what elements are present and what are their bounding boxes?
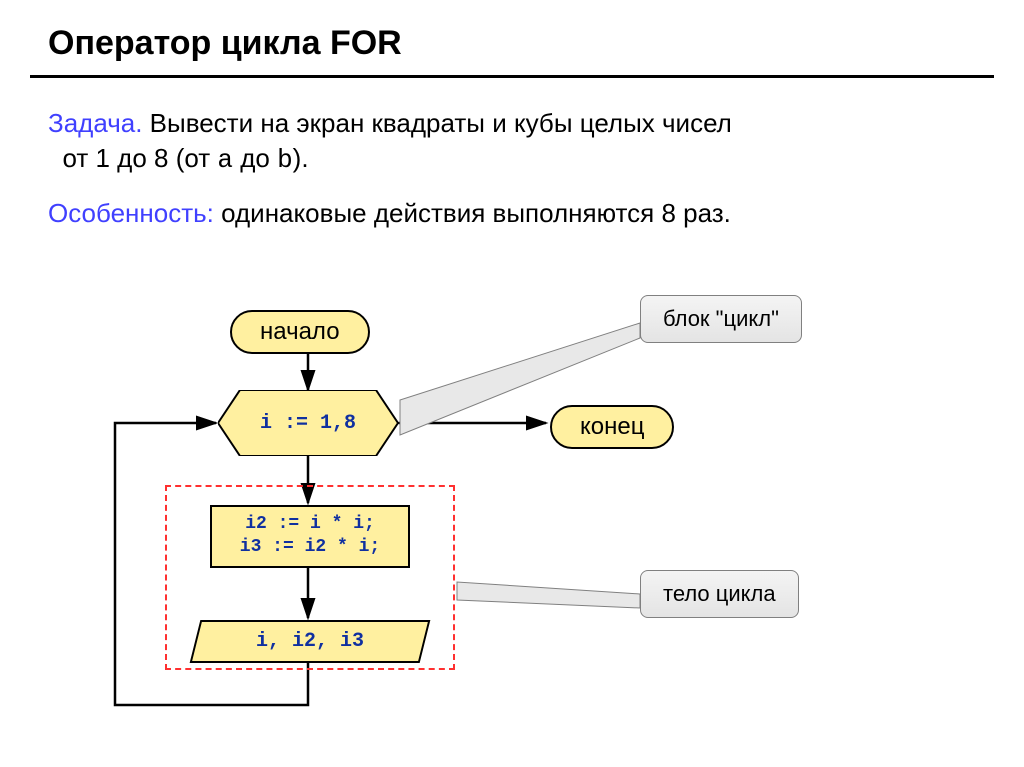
flow-process: i2 := i * i; i3 := i2 * i; bbox=[210, 505, 410, 568]
flow-end: конец bbox=[550, 405, 674, 449]
flow-loop-hex: i := 1,8 bbox=[218, 390, 398, 456]
page-title: Оператор цикла FOR bbox=[0, 0, 1024, 75]
feature-text: одинаковые действия выполняются 8 раз. bbox=[214, 198, 731, 228]
flow-start: начало bbox=[230, 310, 370, 354]
proc-line-1: i2 := i * i; bbox=[245, 514, 375, 534]
task-text-1: Вывести на экран квадраты и кубы целых ч… bbox=[142, 108, 731, 138]
flowchart: начало i := 1,8 конец i2 := i * i; i3 :=… bbox=[0, 260, 1024, 760]
callout-cycle-block: блок "цикл" bbox=[640, 295, 802, 343]
task-text-mid: до bbox=[233, 143, 277, 173]
task-code-a: a bbox=[217, 145, 233, 175]
flow-loop-label: i := 1,8 bbox=[218, 390, 398, 456]
proc-line-2: i3 := i2 * i; bbox=[240, 537, 380, 557]
connectors bbox=[0, 260, 1024, 760]
task-code-b: b bbox=[277, 145, 293, 175]
task-text-2a: от 1 до 8 (от bbox=[62, 143, 217, 173]
task-paragraph: Задача. Вывести на экран квадраты и кубы… bbox=[0, 78, 1024, 178]
feature-paragraph: Особенность: одинаковые действия выполня… bbox=[0, 178, 1024, 231]
task-text-2b: ). bbox=[293, 143, 309, 173]
feature-label: Особенность: bbox=[48, 198, 214, 228]
flow-output: i, i2, i3 bbox=[190, 620, 431, 663]
task-label: Задача. bbox=[48, 108, 142, 138]
flow-output-text: i, i2, i3 bbox=[207, 630, 413, 653]
callout-body: тело цикла bbox=[640, 570, 799, 618]
